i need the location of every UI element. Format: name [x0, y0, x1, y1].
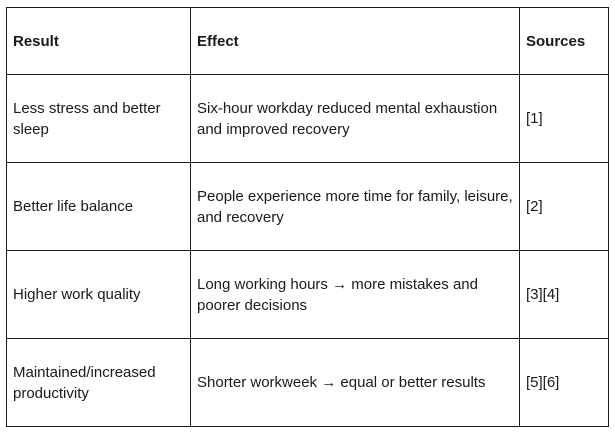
- effect-cell: Shorter workweek → equal or better resul…: [190, 338, 520, 427]
- table-row: Higher work quality Long working hours →…: [6, 250, 609, 339]
- result-cell: Higher work quality: [6, 250, 191, 339]
- sources-cell: [1]: [519, 74, 609, 163]
- effect-cell: People experience more time for family, …: [190, 162, 520, 251]
- results-table: Result Effect Sources Less stress and be…: [6, 7, 609, 427]
- results-table-container: Result Effect Sources Less stress and be…: [6, 7, 609, 427]
- result-cell: Better life balance: [6, 162, 191, 251]
- table-row: Maintained/increased productivity Shorte…: [6, 338, 609, 427]
- table-row: Less stress and better sleep Six-hour wo…: [6, 74, 609, 163]
- effect-cell: Six-hour workday reduced mental exhausti…: [190, 74, 520, 163]
- table-header-row: Result Effect Sources: [6, 7, 609, 75]
- result-cell: Less stress and better sleep: [6, 74, 191, 163]
- header-result: Result: [6, 7, 191, 75]
- table-row: Better life balance People experience mo…: [6, 162, 609, 251]
- header-effect: Effect: [190, 7, 520, 75]
- effect-cell: Long working hours → more mistakes and p…: [190, 250, 520, 339]
- sources-cell: [2]: [519, 162, 609, 251]
- sources-cell: [5][6]: [519, 338, 609, 427]
- result-cell: Maintained/increased productivity: [6, 338, 191, 427]
- sources-cell: [3][4]: [519, 250, 609, 339]
- header-sources: Sources: [519, 7, 609, 75]
